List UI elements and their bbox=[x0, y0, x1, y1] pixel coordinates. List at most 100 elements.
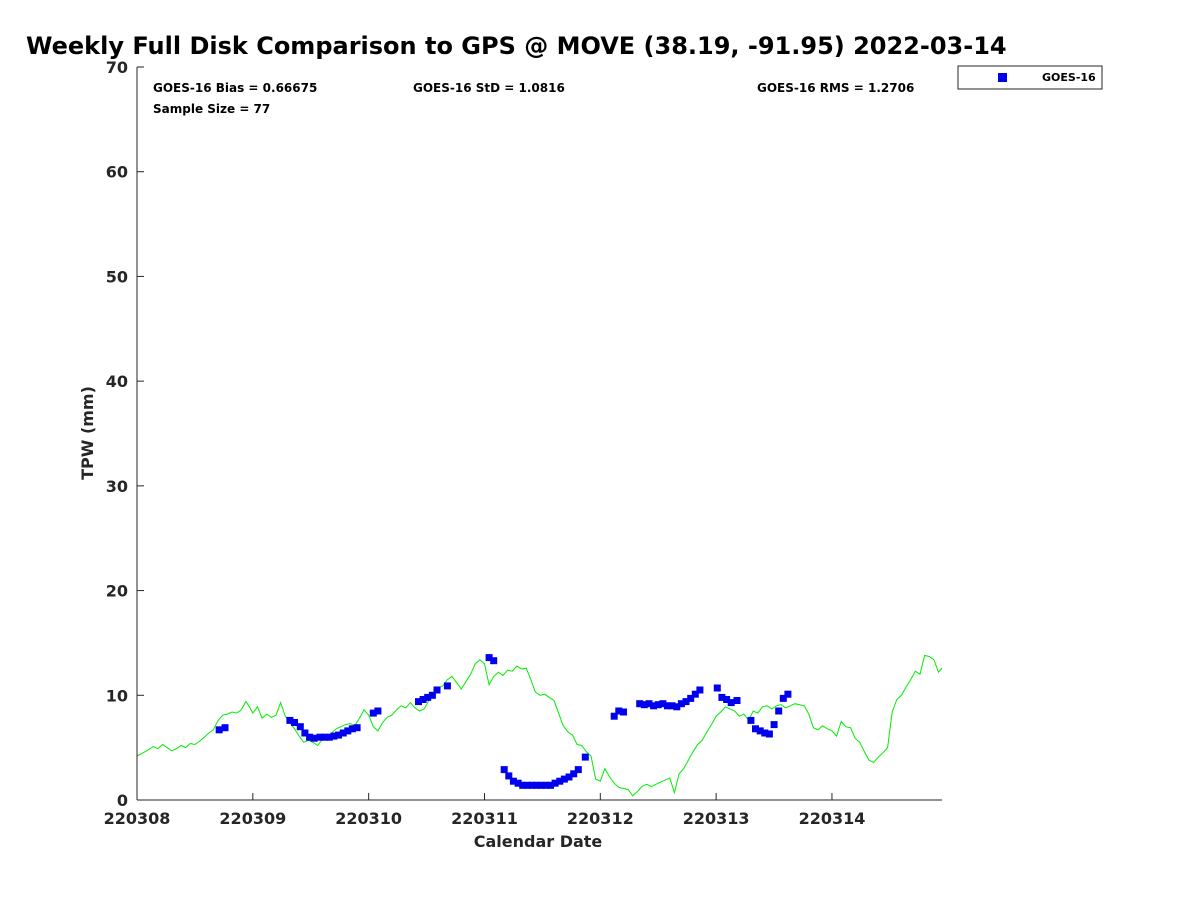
goes16-point bbox=[682, 698, 690, 706]
goes16-point bbox=[779, 694, 787, 702]
goes16-point bbox=[443, 682, 451, 690]
gps-series bbox=[136, 654, 943, 797]
goes16-point bbox=[727, 699, 735, 707]
goes16-point bbox=[291, 719, 298, 726]
goes16-point bbox=[654, 701, 662, 709]
goes16-point bbox=[770, 721, 778, 729]
legend-box bbox=[957, 65, 1103, 90]
y-tick-label: 30 bbox=[106, 477, 128, 496]
goes16-point bbox=[668, 702, 676, 710]
goes16-point bbox=[570, 770, 578, 778]
x-tick-label: 220310 bbox=[335, 809, 402, 828]
y-tick-label: 10 bbox=[106, 686, 128, 705]
y-tick-label: 70 bbox=[106, 58, 128, 77]
x-tick-label: 220309 bbox=[219, 809, 286, 828]
goes16-point bbox=[490, 657, 498, 665]
stat-sample-size: Sample Size = 77 bbox=[153, 102, 270, 116]
goes16-point bbox=[733, 697, 741, 704]
goes16-point bbox=[316, 733, 324, 741]
goes16-point bbox=[752, 725, 759, 733]
goes16-series bbox=[215, 654, 792, 789]
y-tick-label: 60 bbox=[106, 163, 128, 182]
goes16-point bbox=[640, 701, 648, 709]
goes16-point bbox=[374, 707, 382, 715]
goes16-point bbox=[551, 779, 559, 787]
y-tick-label: 0 bbox=[117, 791, 128, 810]
goes16-point bbox=[650, 702, 658, 710]
goes16-point bbox=[718, 693, 726, 701]
goes16-point bbox=[691, 690, 699, 698]
goes16-point bbox=[765, 730, 773, 738]
goes16-point bbox=[505, 772, 513, 780]
stat-std: GOES-16 StD = 1.0816 bbox=[413, 81, 565, 95]
goes16-point bbox=[485, 654, 493, 662]
goes16-point bbox=[433, 686, 441, 694]
goes16-point bbox=[533, 781, 541, 789]
goes16-point bbox=[620, 708, 627, 716]
goes16-point bbox=[415, 698, 422, 706]
legend: GOES-16 bbox=[957, 65, 1103, 90]
goes16-point bbox=[335, 731, 342, 739]
goes16-point bbox=[775, 707, 783, 715]
goes16-point bbox=[369, 709, 377, 717]
y-tick-label: 20 bbox=[106, 582, 128, 601]
goes16-point bbox=[419, 696, 427, 703]
plot-area bbox=[137, 67, 942, 800]
y-tick-label: 40 bbox=[106, 372, 128, 391]
x-tick-label: 220311 bbox=[451, 809, 518, 828]
goes16-point bbox=[677, 700, 685, 708]
goes16-point bbox=[424, 693, 432, 701]
goes16-point bbox=[547, 781, 554, 789]
goes16-point bbox=[537, 781, 545, 789]
goes16-point bbox=[696, 686, 704, 694]
y-axis-label: TPW (mm) bbox=[78, 386, 97, 480]
chart-title: Weekly Full Disk Comparison to GPS @ MOV… bbox=[26, 32, 1007, 60]
y-tick-label: 50 bbox=[106, 267, 128, 286]
goes16-point bbox=[528, 781, 536, 789]
gps-line bbox=[136, 654, 943, 797]
goes16-point bbox=[215, 726, 223, 734]
goes16-point bbox=[723, 696, 731, 703]
goes16-point bbox=[673, 703, 681, 711]
goes16-point bbox=[301, 729, 309, 737]
goes16-point bbox=[574, 766, 582, 774]
goes16-point bbox=[500, 766, 508, 774]
x-tick-label: 220312 bbox=[567, 809, 634, 828]
y-axis-ticks: 0 10 20 30 40 50 60 70 bbox=[106, 58, 144, 810]
goes16-point bbox=[687, 694, 695, 702]
goes16-point bbox=[286, 716, 294, 724]
goes16-point bbox=[610, 712, 618, 720]
goes16-point bbox=[756, 727, 764, 735]
goes16-point bbox=[348, 725, 356, 733]
goes16-point bbox=[659, 700, 667, 708]
goes16-point bbox=[325, 733, 333, 741]
goes16-point bbox=[353, 724, 361, 732]
goes16-point bbox=[339, 729, 347, 737]
goes16-point bbox=[221, 724, 229, 732]
goes16-point bbox=[761, 729, 769, 737]
goes16-point bbox=[509, 777, 517, 785]
goes16-point bbox=[321, 733, 329, 741]
legend-marker bbox=[998, 73, 1007, 82]
goes16-point bbox=[310, 734, 318, 742]
goes16-point bbox=[581, 753, 589, 761]
goes16-point bbox=[664, 702, 671, 710]
goes16-point bbox=[428, 691, 436, 699]
goes16-point bbox=[615, 707, 623, 715]
goes16-point bbox=[523, 781, 531, 789]
x-tick-label: 220308 bbox=[104, 809, 171, 828]
x-tick-label: 220313 bbox=[683, 809, 750, 828]
goes16-point bbox=[784, 690, 792, 698]
goes16-point bbox=[296, 723, 304, 731]
goes16-point bbox=[542, 781, 550, 789]
x-tick-label: 220314 bbox=[799, 809, 866, 828]
goes16-point bbox=[560, 775, 568, 783]
goes16-point bbox=[747, 716, 755, 724]
goes16-point bbox=[330, 732, 338, 740]
goes16-point bbox=[565, 773, 573, 781]
stat-rms: GOES-16 RMS = 1.2706 bbox=[757, 81, 914, 95]
goes16-point bbox=[556, 777, 564, 785]
goes16-point bbox=[514, 779, 522, 787]
goes16-point bbox=[306, 733, 314, 741]
